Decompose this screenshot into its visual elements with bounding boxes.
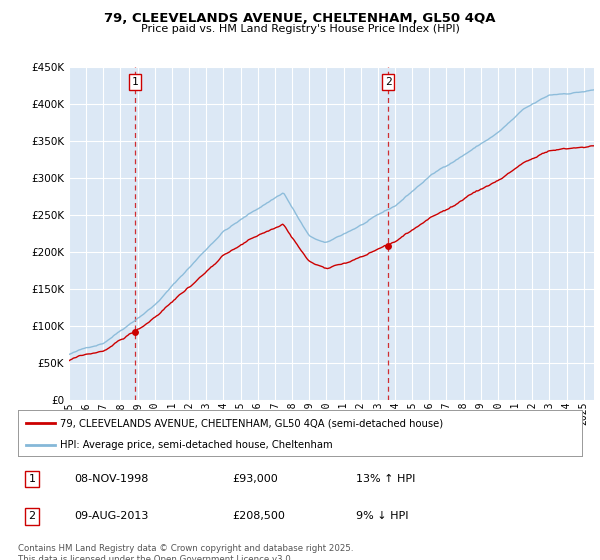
Text: 09-AUG-2013: 09-AUG-2013 <box>74 511 149 521</box>
Text: 13% ↑ HPI: 13% ↑ HPI <box>356 474 416 484</box>
Text: Contains HM Land Registry data © Crown copyright and database right 2025.
This d: Contains HM Land Registry data © Crown c… <box>18 544 353 560</box>
Text: 1: 1 <box>29 474 35 484</box>
Text: £93,000: £93,000 <box>232 474 278 484</box>
Text: 08-NOV-1998: 08-NOV-1998 <box>74 474 149 484</box>
Text: Price paid vs. HM Land Registry's House Price Index (HPI): Price paid vs. HM Land Registry's House … <box>140 24 460 34</box>
Text: 79, CLEEVELANDS AVENUE, CHELTENHAM, GL50 4QA (semi-detached house): 79, CLEEVELANDS AVENUE, CHELTENHAM, GL50… <box>60 418 443 428</box>
Text: 1: 1 <box>132 77 139 87</box>
Text: 79, CLEEVELANDS AVENUE, CHELTENHAM, GL50 4QA: 79, CLEEVELANDS AVENUE, CHELTENHAM, GL50… <box>104 12 496 25</box>
Text: HPI: Average price, semi-detached house, Cheltenham: HPI: Average price, semi-detached house,… <box>60 440 333 450</box>
Text: 2: 2 <box>29 511 35 521</box>
Text: £208,500: £208,500 <box>232 511 285 521</box>
Text: 2: 2 <box>385 77 392 87</box>
Text: 9% ↓ HPI: 9% ↓ HPI <box>356 511 409 521</box>
